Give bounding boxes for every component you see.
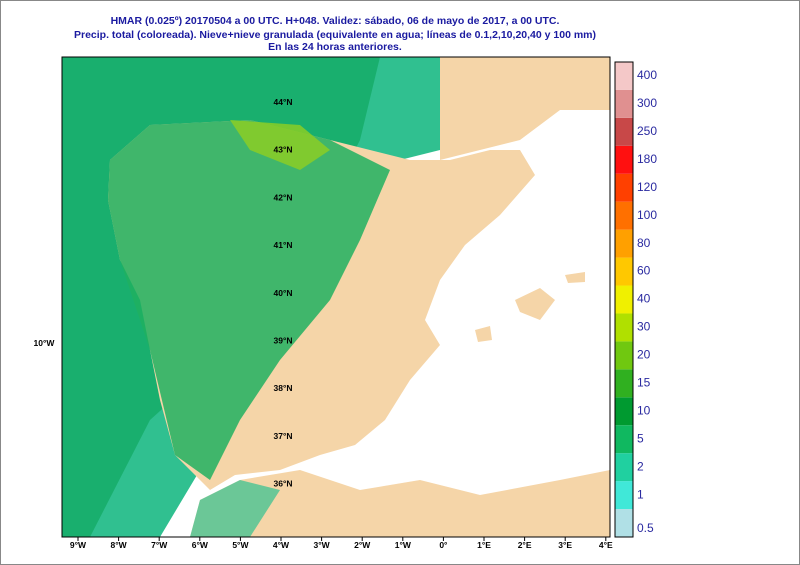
- lon-label: 1°W: [395, 540, 412, 550]
- legend-swatch: [615, 62, 633, 90]
- heavy-rain: [230, 120, 330, 170]
- lat-label: 43°N: [274, 145, 293, 155]
- legend-swatch: [615, 257, 633, 286]
- legend-swatch: [615, 481, 633, 510]
- legend-label: 2: [637, 459, 644, 473]
- legend-label: 250: [637, 124, 657, 138]
- legend-frame: [614, 61, 634, 538]
- legend-label: 30: [637, 320, 651, 334]
- legend-label: 300: [637, 96, 657, 110]
- legend-label: 5: [637, 431, 644, 445]
- lon-label: 3°E: [558, 540, 572, 550]
- lat-label: 40°N: [274, 288, 293, 298]
- legend-label: 120: [637, 180, 657, 194]
- legend-swatch: [615, 117, 633, 146]
- lon-label: 3°W: [314, 540, 331, 550]
- legend-swatch: [615, 313, 633, 342]
- lon-label: 2°E: [518, 540, 532, 550]
- side-label: 10°W: [34, 338, 56, 348]
- lon-label: 9°W: [70, 540, 87, 550]
- legend-label: 0.5: [637, 521, 654, 535]
- legend-swatch: [615, 173, 633, 202]
- lat-label: 44°N: [274, 97, 293, 107]
- lat-label: 38°N: [274, 383, 293, 393]
- legend-label: 180: [637, 152, 657, 166]
- legend-swatch: [615, 453, 633, 482]
- legend-swatch: [615, 341, 633, 370]
- map-frame: [61, 56, 611, 538]
- legend-swatch: [615, 397, 633, 426]
- lat-label: 37°N: [274, 431, 293, 441]
- legend-swatch: [615, 201, 633, 230]
- africa-rain: [190, 480, 280, 537]
- legend: 0.5 1 2 5 10 15 20 30 40 60 80 100 120 180 250 300 400: [614, 61, 657, 538]
- legend-swatch: [615, 145, 633, 174]
- legend-label: 1: [637, 487, 644, 501]
- lon-label: 4°W: [273, 540, 290, 550]
- lon-label: 2°W: [354, 540, 371, 550]
- header-line: HMAR (0.025º) 20170504 a 00 UTC. H+048. …: [111, 15, 560, 27]
- legend-swatch: [615, 89, 633, 118]
- lon-label: 0°: [439, 540, 448, 550]
- lat-label: 41°N: [274, 240, 293, 250]
- north-africa: [190, 470, 610, 537]
- legend-label: 60: [637, 264, 651, 278]
- legend-swatch: [615, 509, 633, 537]
- lat-label: 36°N: [274, 479, 293, 489]
- lat-label: 42°N: [274, 192, 293, 202]
- header-line: Precip. total (coloreada). Nieve+nieve g…: [74, 29, 596, 41]
- lon-label: 1°E: [477, 540, 491, 550]
- legend-label: 100: [637, 208, 657, 222]
- legend-label: 10: [637, 403, 651, 417]
- lon-label: 5°W: [232, 540, 249, 550]
- menorca: [565, 272, 585, 283]
- lat-labels: 44°N 43°N 42°N 41°N 40°N 39°N 38°N 37°N 36°N: [274, 97, 293, 489]
- header-line: En las 24 horas anteriores.: [268, 41, 402, 53]
- lon-label: 7°W: [151, 540, 168, 550]
- legend-swatch: [615, 369, 633, 398]
- legend-label: 20: [637, 348, 651, 362]
- lon-labels: 9°W 8°W 7°W 6°W 5°W 4°W 3°W 2°W 1°W 0° 1°E 2°E 3°E 4°…: [70, 537, 613, 550]
- lat-label: 39°N: [274, 336, 293, 346]
- mallorca: [515, 288, 555, 320]
- legend-label: 400: [637, 68, 657, 82]
- lon-label: 4°E: [599, 540, 613, 550]
- map: 10°W 9°W 8°W 7°W 6°W 5°W 4°W 3°W 2°W 1°W 0° 1°E 2°E…: [34, 56, 613, 550]
- legend-label: 40: [637, 292, 651, 306]
- legend-swatch: [615, 229, 633, 258]
- legend-label: 15: [637, 375, 651, 389]
- lon-label: 8°W: [111, 540, 128, 550]
- france: [440, 57, 610, 160]
- legend-label: 80: [637, 236, 651, 250]
- legend-swatch: [615, 425, 633, 454]
- lon-label: 6°W: [192, 540, 209, 550]
- land-rain: [108, 120, 390, 480]
- ibiza: [475, 326, 492, 342]
- legend-swatch: [615, 285, 633, 314]
